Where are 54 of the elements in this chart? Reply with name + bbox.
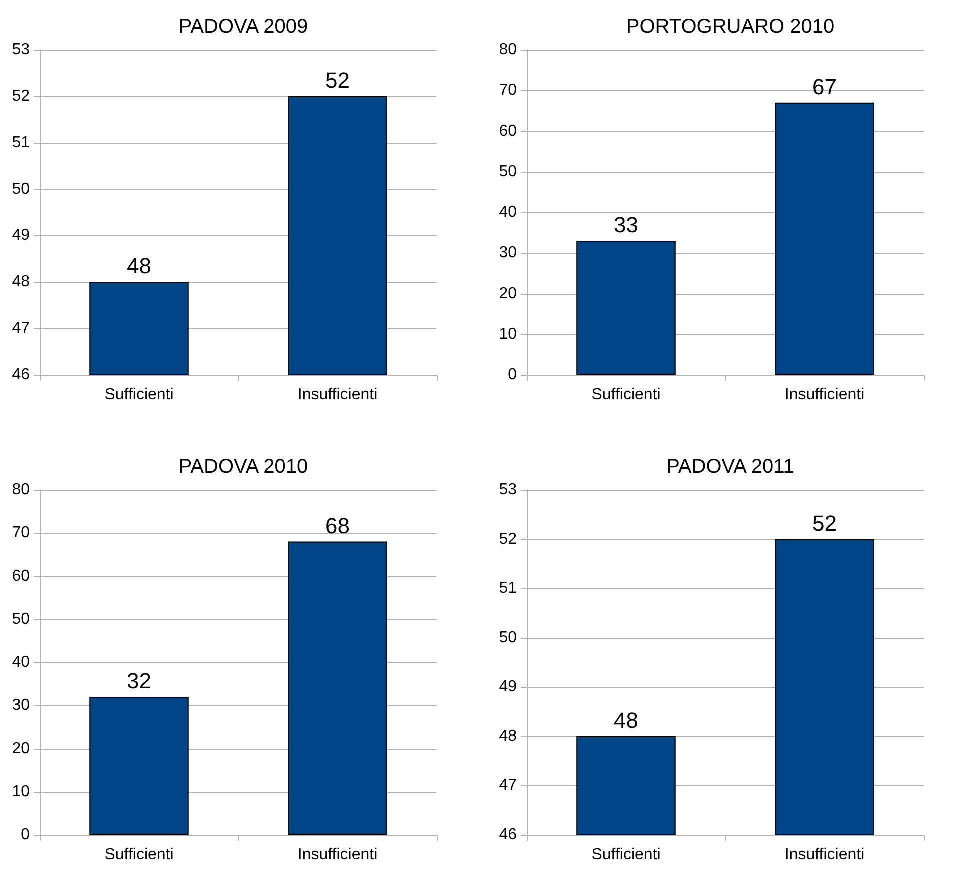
x-tick-label: Sufficienti: [104, 386, 174, 404]
x-tick-label: Insufficienti: [298, 846, 378, 864]
x-tick-label: Sufficienti: [104, 846, 174, 864]
y-tick-label: 10: [499, 326, 518, 343]
chart-title: PADOVA 2009: [178, 16, 308, 38]
x-tick-label: Insufficienti: [784, 846, 865, 864]
y-tick-label: 47: [12, 320, 30, 338]
data-label: 52: [326, 68, 350, 93]
chart-title: PADOVA 2011: [666, 456, 794, 478]
chart-title: PADOVA 2010: [178, 456, 308, 478]
y-tick-label: 40: [499, 204, 518, 221]
y-tick-label: 70: [12, 524, 30, 542]
data-label: 48: [127, 254, 152, 279]
y-tick-label: 20: [12, 740, 30, 758]
y-tick-label: 50: [12, 610, 30, 628]
y-tick-label: 30: [12, 697, 30, 714]
y-tick-label: 20: [499, 285, 518, 302]
y-tick-label: 60: [499, 122, 518, 140]
y-tick-label: 48: [499, 728, 518, 745]
y-tick-label: 49: [12, 227, 30, 244]
y-tick-label: 0: [21, 826, 30, 844]
y-tick-label: 46: [12, 366, 30, 384]
y-tick-label: 49: [499, 678, 518, 696]
y-tick-label: 48: [12, 274, 30, 291]
data-label: 32: [127, 668, 152, 694]
chart-title: PORTOGRUARO 2010: [626, 16, 835, 38]
x-tick-label: Sufficienti: [592, 386, 661, 404]
y-tick-label: 60: [12, 568, 30, 585]
x-tick-label: Insufficienti: [784, 386, 865, 404]
y-tick-label: 80: [499, 42, 518, 58]
y-tick-label: 53: [12, 42, 30, 58]
data-label: 67: [812, 74, 837, 100]
y-tick-label: 47: [499, 777, 518, 794]
y-tick-label: 53: [499, 482, 518, 498]
data-label: 48: [614, 708, 638, 733]
y-tick-label: 51: [12, 134, 30, 152]
y-tick-label: 10: [12, 783, 30, 800]
y-tick-label: 50: [12, 180, 30, 198]
data-label: 33: [614, 212, 638, 238]
y-tick-label: 46: [499, 826, 518, 844]
y-tick-label: 52: [499, 530, 518, 548]
x-tick-label: Insufficienti: [298, 386, 378, 404]
y-tick-label: 70: [499, 82, 518, 100]
data-label: 52: [812, 510, 837, 536]
y-tick-label: 40: [12, 654, 30, 671]
y-tick-label: 80: [12, 482, 30, 498]
y-tick-label: 30: [499, 244, 518, 262]
x-tick-label: Sufficienti: [592, 846, 661, 864]
y-tick-label: 0: [508, 366, 518, 384]
y-tick-label: 52: [12, 88, 30, 105]
data-label: 68: [326, 513, 350, 538]
y-tick-label: 51: [499, 580, 518, 598]
y-tick-label: 50: [499, 163, 518, 180]
y-tick-label: 50: [499, 629, 518, 646]
